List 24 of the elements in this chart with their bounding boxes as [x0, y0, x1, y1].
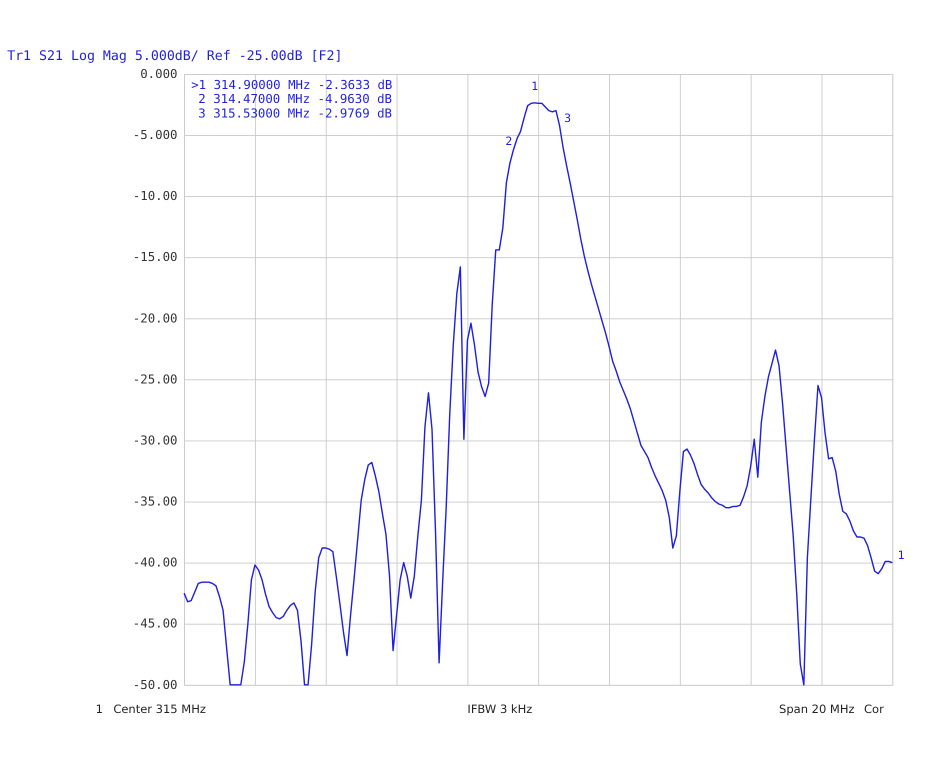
- y-tick-label: 0.000: [140, 66, 178, 81]
- text: 1: [898, 548, 905, 562]
- annotation: 3 315.53000 MHz -2.9769 dB: [198, 105, 392, 120]
- annotation: 3: [564, 110, 572, 125]
- y-tick-label: -30.00: [132, 432, 178, 448]
- y-tick-label: -50.00: [132, 676, 178, 692]
- y-tick-label: -20.00: [132, 310, 178, 326]
- y-tick-label: -35.00: [132, 494, 178, 509]
- annotation: 2 314.47000 MHz -4.9630 dB: [198, 91, 392, 106]
- text: 1: [96, 702, 103, 716]
- y-tick-label: -45.00: [132, 616, 178, 631]
- annotation: >1 314.90000 MHz -2.3633 dB: [191, 77, 392, 92]
- chart-title: Tr1 S21 Log Mag 5.000dB/ Ref -25.00dB [F2]: [7, 48, 343, 64]
- y-tick-label: -5.000: [132, 127, 178, 142]
- text: IFBW 3 kHz: [467, 702, 532, 716]
- y-tick-label: -10.00: [132, 188, 178, 204]
- annotation: 1: [531, 78, 538, 93]
- annotation: 2: [505, 134, 512, 148]
- text: Center 315 MHz: [113, 702, 206, 716]
- y-tick-label: -25.00: [132, 371, 178, 386]
- y-tick-label: -40.00: [132, 554, 178, 570]
- y-tick-label: -15.00: [132, 249, 178, 264]
- text: Cor: [864, 702, 884, 716]
- text: Span 20 MHz: [779, 702, 855, 716]
